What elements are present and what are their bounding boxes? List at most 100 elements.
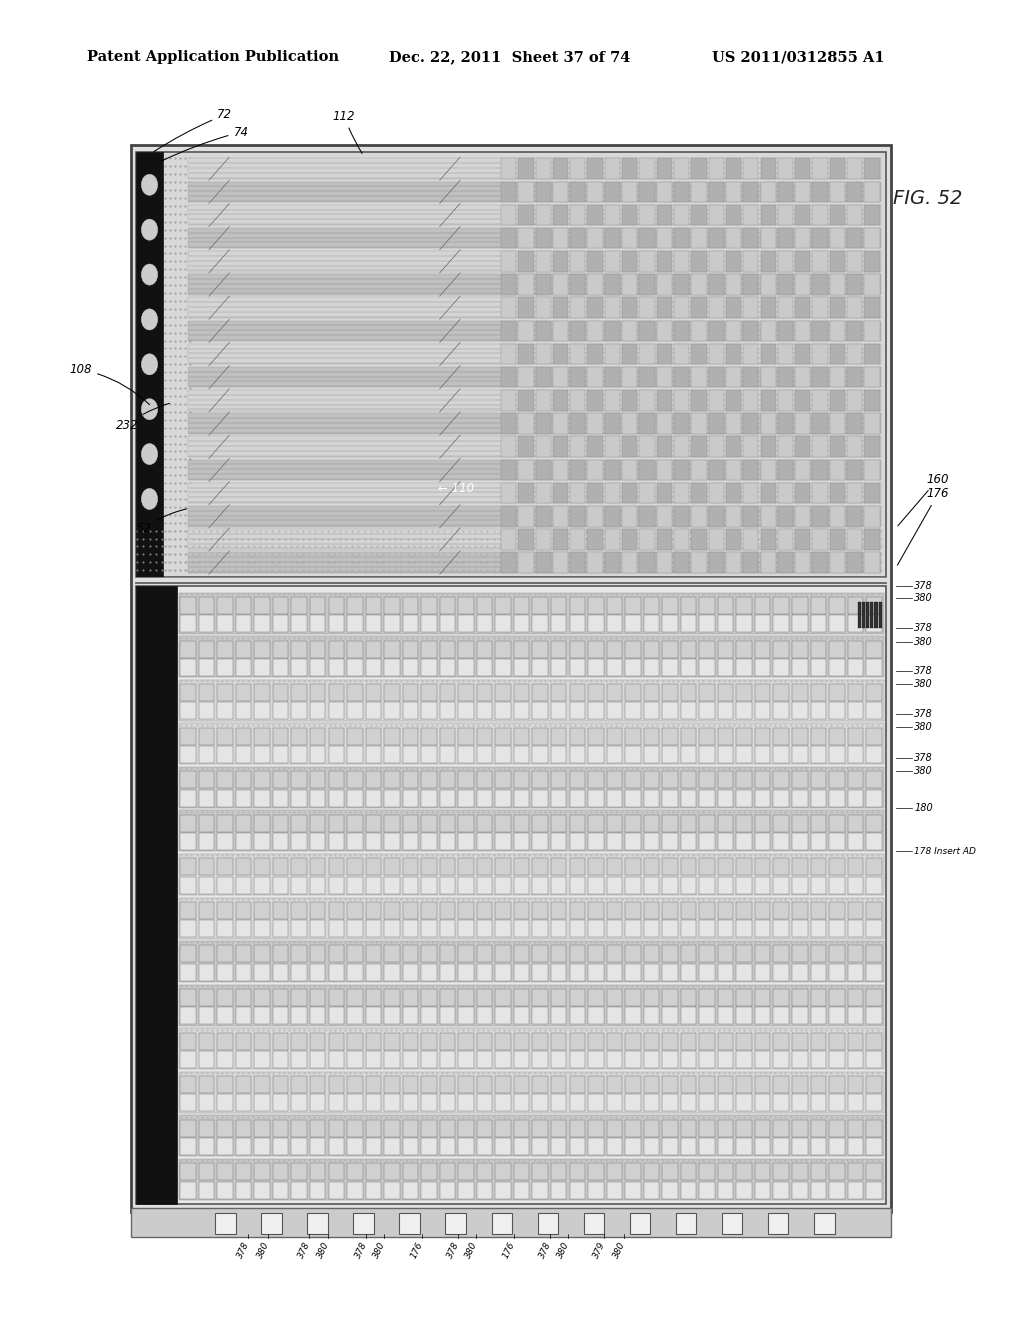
- Bar: [188, 321, 881, 341]
- Bar: [812, 158, 827, 180]
- Bar: [254, 1051, 270, 1068]
- Bar: [384, 702, 399, 719]
- Bar: [329, 1076, 344, 1093]
- Bar: [866, 1138, 882, 1155]
- Bar: [136, 152, 163, 577]
- Bar: [726, 483, 741, 503]
- Bar: [188, 343, 881, 364]
- Bar: [188, 552, 881, 573]
- Bar: [699, 684, 715, 701]
- Bar: [811, 684, 826, 701]
- Bar: [310, 1032, 326, 1049]
- Bar: [699, 989, 715, 1006]
- Bar: [217, 814, 232, 832]
- Bar: [761, 297, 776, 318]
- Bar: [329, 771, 344, 788]
- Bar: [477, 771, 493, 788]
- Bar: [829, 158, 845, 180]
- Bar: [681, 1076, 696, 1093]
- Bar: [606, 597, 623, 614]
- Bar: [459, 727, 474, 744]
- Bar: [384, 833, 399, 850]
- Bar: [292, 1094, 307, 1111]
- Bar: [829, 1119, 845, 1137]
- Bar: [718, 876, 733, 894]
- Bar: [553, 367, 568, 388]
- Bar: [188, 205, 881, 226]
- Bar: [726, 437, 741, 457]
- Bar: [656, 251, 672, 272]
- Bar: [477, 876, 493, 894]
- Bar: [847, 459, 862, 480]
- Bar: [131, 145, 891, 1212]
- Bar: [188, 297, 881, 318]
- Bar: [402, 1163, 418, 1180]
- Bar: [829, 343, 845, 364]
- Bar: [792, 876, 808, 894]
- Text: 160: 160: [898, 473, 949, 525]
- Bar: [569, 615, 585, 632]
- Bar: [459, 640, 474, 657]
- Bar: [644, 858, 659, 875]
- Bar: [459, 1119, 474, 1137]
- Bar: [180, 1032, 196, 1049]
- Bar: [188, 251, 881, 272]
- Bar: [588, 789, 603, 807]
- Bar: [514, 640, 529, 657]
- Bar: [626, 833, 641, 850]
- Bar: [384, 1007, 399, 1024]
- Bar: [553, 506, 568, 527]
- Bar: [199, 814, 214, 832]
- Bar: [514, 1163, 529, 1180]
- Bar: [366, 876, 381, 894]
- Bar: [131, 1208, 891, 1237]
- Bar: [623, 297, 637, 318]
- Bar: [656, 506, 672, 527]
- Bar: [496, 615, 511, 632]
- Bar: [743, 321, 759, 341]
- Bar: [829, 727, 845, 744]
- Bar: [402, 964, 418, 981]
- Bar: [606, 746, 623, 763]
- Bar: [551, 833, 566, 850]
- Bar: [879, 602, 882, 628]
- Bar: [726, 228, 741, 248]
- Bar: [501, 552, 516, 573]
- Bar: [588, 1007, 603, 1024]
- Bar: [569, 1119, 585, 1137]
- Bar: [588, 1163, 603, 1180]
- Bar: [736, 659, 752, 676]
- Bar: [663, 771, 678, 788]
- Bar: [518, 228, 534, 248]
- Bar: [605, 483, 621, 503]
- Bar: [514, 876, 529, 894]
- Bar: [514, 1076, 529, 1093]
- Text: 378: 378: [914, 665, 933, 676]
- Bar: [699, 920, 715, 937]
- Bar: [217, 597, 232, 614]
- Bar: [329, 814, 344, 832]
- Bar: [236, 814, 251, 832]
- Bar: [736, 833, 752, 850]
- Bar: [699, 1119, 715, 1137]
- Text: 112: 112: [333, 110, 362, 153]
- Text: 378: 378: [538, 1241, 553, 1261]
- Bar: [718, 858, 733, 875]
- Bar: [402, 920, 418, 937]
- Bar: [812, 228, 827, 248]
- Bar: [188, 275, 881, 294]
- Bar: [726, 205, 741, 226]
- Bar: [514, 814, 529, 832]
- Bar: [773, 876, 788, 894]
- Bar: [796, 205, 810, 226]
- Bar: [796, 182, 810, 202]
- Bar: [656, 321, 672, 341]
- Bar: [180, 1138, 196, 1155]
- Bar: [514, 989, 529, 1006]
- Bar: [773, 1076, 788, 1093]
- Bar: [217, 1051, 232, 1068]
- Bar: [639, 343, 654, 364]
- Bar: [292, 989, 307, 1006]
- Bar: [570, 506, 586, 527]
- Bar: [536, 391, 551, 411]
